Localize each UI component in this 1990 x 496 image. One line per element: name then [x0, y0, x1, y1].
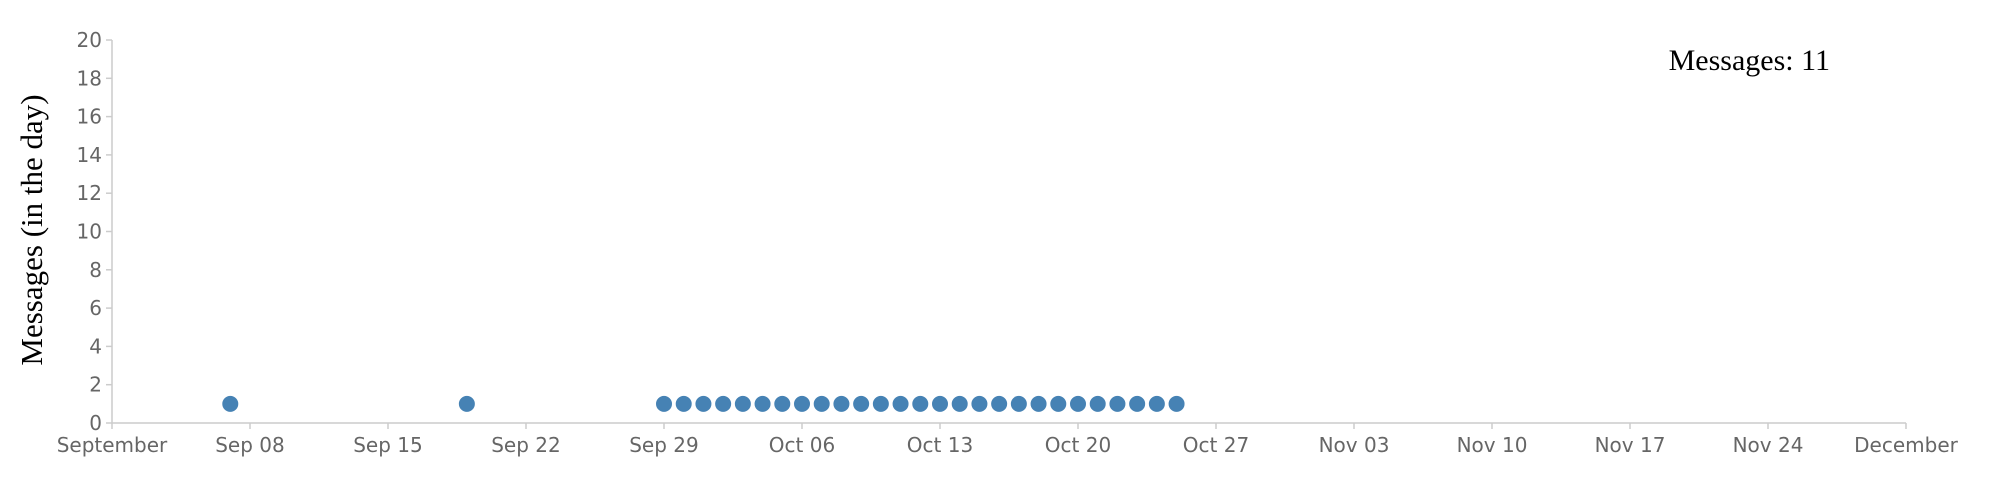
x-tick-label: Nov 03	[1319, 433, 1390, 457]
data-point[interactable]	[1030, 395, 1047, 412]
x-tick-label: Sep 15	[353, 433, 423, 457]
data-point[interactable]	[675, 395, 692, 412]
data-point[interactable]	[912, 395, 929, 412]
data-point[interactable]	[1109, 395, 1126, 412]
data-point[interactable]	[1070, 395, 1086, 412]
data-point[interactable]	[991, 395, 1008, 412]
data-point[interactable]	[458, 395, 475, 412]
x-tick-label: Oct 13	[907, 433, 973, 457]
y-tick-label: 18	[77, 66, 102, 90]
x-tick-label: Nov 10	[1457, 433, 1528, 457]
data-point[interactable]	[932, 395, 948, 412]
data-point[interactable]	[1010, 395, 1027, 412]
x-tick-label: September	[57, 433, 168, 457]
y-tick-label: 12	[77, 181, 102, 205]
data-point[interactable]	[715, 395, 732, 412]
y-axis-label: Messages (in the day)	[14, 94, 49, 365]
y-axis: 0 2 4 6 8 10 12 14 16 18 20	[77, 28, 113, 435]
y-tick-label: 0	[89, 411, 102, 435]
x-tick-label: Sep 22	[491, 433, 561, 457]
y-tick-label: 6	[89, 296, 102, 320]
data-point[interactable]	[833, 395, 850, 412]
x-tick-label: Nov 24	[1733, 433, 1804, 457]
x-tick-label: December	[1854, 433, 1958, 457]
data-point[interactable]	[813, 395, 830, 412]
data-point[interactable]	[971, 395, 988, 412]
x-tick-label: Sep 08	[215, 433, 285, 457]
message-counter-label: Messages:	[1668, 44, 1794, 77]
data-point[interactable]	[656, 395, 672, 412]
data-point[interactable]	[853, 395, 870, 412]
data-point[interactable]	[892, 395, 909, 412]
data-point[interactable]	[872, 395, 889, 412]
data-point[interactable]	[222, 395, 239, 412]
data-point[interactable]	[1129, 395, 1146, 412]
y-tick-label: 8	[89, 258, 102, 282]
message-counter: Messages: 11	[1669, 44, 1830, 78]
data-point[interactable]	[1050, 395, 1067, 412]
data-point[interactable]	[695, 395, 712, 412]
data-points	[222, 395, 1185, 412]
data-point[interactable]	[754, 395, 771, 412]
x-axis: September Sep 08 Sep 15 Sep 22 Sep 29 Oct 06 O…	[57, 422, 1959, 457]
data-point[interactable]	[1148, 395, 1165, 412]
y-tick-label: 4	[89, 334, 102, 358]
data-point[interactable]	[774, 395, 791, 412]
x-tick-label: Oct 20	[1045, 433, 1111, 457]
data-point[interactable]	[951, 395, 968, 412]
x-tick-label: Sep 29	[629, 433, 699, 457]
data-point[interactable]	[734, 395, 751, 412]
y-tick-label: 16	[77, 105, 102, 129]
data-point[interactable]	[794, 395, 810, 412]
y-tick-label: 10	[77, 220, 102, 244]
message-counter-value: 11	[1801, 44, 1830, 77]
y-tick-label: 20	[77, 28, 102, 52]
data-point[interactable]	[1089, 395, 1106, 412]
x-tick-label: Oct 27	[1183, 433, 1249, 457]
y-tick-label: 2	[89, 373, 102, 397]
x-tick-label: Nov 17	[1595, 433, 1666, 457]
data-point[interactable]	[1168, 395, 1185, 412]
y-tick-label: 14	[77, 143, 102, 167]
x-tick-label: Oct 06	[769, 433, 835, 457]
